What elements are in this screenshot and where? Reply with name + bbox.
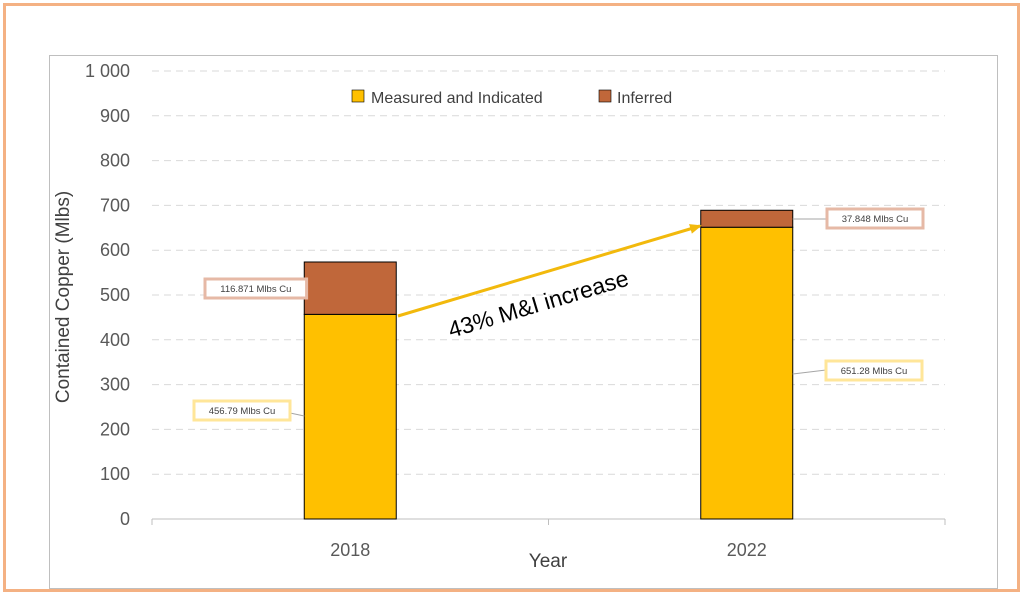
data-label-inferred-2018: 116.871 Mlbs Cu: [220, 284, 291, 295]
bar-inferred: [700, 209, 794, 228]
x-tick-label: 2018: [330, 540, 370, 560]
bars: [303, 209, 794, 520]
data-label-mi-2022-leader: [792, 369, 827, 375]
legend-label-inferred: Inferred: [617, 90, 672, 107]
y-axis-title: Contained Copper (Mlbs): [53, 191, 74, 403]
data-labels: 456.79 Mlbs Cu 116.871 Mlbs Cu 651.28 Mlbs…: [192, 207, 925, 422]
y-tick-label: 400: [100, 330, 130, 350]
y-tick-label: 900: [100, 106, 130, 126]
data-label-mi-2022: 651.28 Mlbs Cu: [841, 366, 908, 377]
bar-inferred: [303, 261, 397, 315]
bar-measured-indicated: [700, 226, 794, 520]
data-label-mi-2018-box: [192, 399, 292, 422]
y-tick-label: 1 000: [85, 61, 130, 81]
y-tick-label: 500: [100, 285, 130, 305]
data-label-inferred-2022: 37.848 Mlbs Cu: [842, 214, 909, 225]
chart-area: [49, 55, 998, 589]
y-tick-label: 700: [100, 195, 130, 215]
x-axis-title: Year: [529, 551, 568, 572]
y-tick-label: 800: [100, 151, 130, 171]
y-tick-label: 200: [100, 419, 130, 439]
y-tick-label: 300: [100, 375, 130, 395]
x-tick-label: 2022: [727, 540, 767, 560]
increase-arrow: [397, 224, 702, 318]
x-axis: 2018 2022: [151, 518, 946, 560]
increase-annotation: 43% M&I increase: [445, 265, 631, 343]
legend-swatch-inferred: [598, 89, 612, 103]
y-tick-label: 600: [100, 240, 130, 260]
legend-swatch-measured-indicated: [351, 89, 365, 103]
data-label-inferred-2018-box: [203, 277, 309, 300]
y-axis: 0 100 200 300 400 500 600 700 800 900 1 000: [85, 61, 130, 529]
legend: Measured and Indicated Inferred: [351, 89, 672, 107]
data-label-mi-2018: 456.79 Mlbs Cu: [209, 406, 276, 417]
data-label-mi-2022-box: [824, 359, 924, 382]
y-tick-label: 0: [120, 509, 130, 529]
bar-measured-indicated: [303, 313, 397, 520]
y-tick-label: 100: [100, 464, 130, 484]
data-label-inferred-2022-box: [825, 207, 925, 230]
legend-label-measured-indicated: Measured and Indicated: [371, 90, 543, 107]
chart-frame: [3, 3, 1020, 592]
